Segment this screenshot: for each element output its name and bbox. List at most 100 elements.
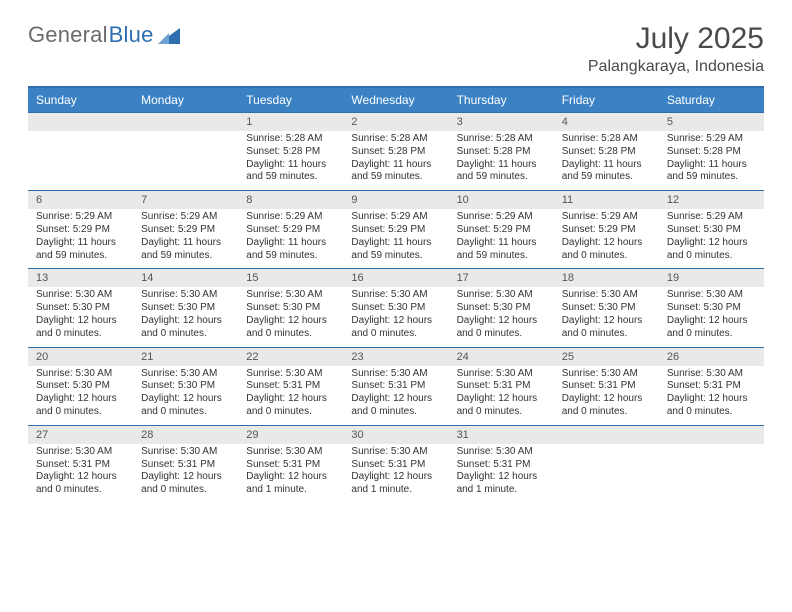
daylight-line: Daylight: 12 hours and 0 minutes. (36, 471, 125, 497)
daylight-line: Daylight: 11 hours and 59 minutes. (246, 237, 335, 263)
day-number-row: 13141516171819 (28, 269, 764, 287)
sunset-line: Sunset: 5:31 PM (351, 380, 440, 393)
logo: GeneralBlue (28, 22, 180, 48)
sunrise-line: Sunrise: 5:30 AM (246, 289, 335, 302)
day-cell (133, 131, 238, 190)
sunrise-line: Sunrise: 5:30 AM (457, 368, 546, 381)
dow-header: Sunday (28, 88, 133, 112)
sunset-line: Sunset: 5:28 PM (351, 146, 440, 159)
logo-sail-icon (158, 28, 180, 44)
daylight-line: Daylight: 12 hours and 0 minutes. (457, 393, 546, 419)
daylight-line: Daylight: 11 hours and 59 minutes. (36, 237, 125, 263)
sunrise-line: Sunrise: 5:30 AM (667, 368, 756, 381)
sunset-line: Sunset: 5:31 PM (457, 380, 546, 393)
day-cell: Sunrise: 5:30 AMSunset: 5:31 PMDaylight:… (659, 366, 764, 425)
sunset-line: Sunset: 5:31 PM (246, 459, 335, 472)
sunset-line: Sunset: 5:29 PM (36, 224, 125, 237)
day-number: 20 (28, 348, 133, 366)
sunrise-line: Sunrise: 5:29 AM (562, 211, 651, 224)
daylight-line: Daylight: 12 hours and 0 minutes. (246, 315, 335, 341)
daylight-line: Daylight: 12 hours and 0 minutes. (141, 315, 230, 341)
sunset-line: Sunset: 5:31 PM (457, 459, 546, 472)
sunrise-line: Sunrise: 5:30 AM (351, 446, 440, 459)
sunset-line: Sunset: 5:28 PM (457, 146, 546, 159)
calendar: SundayMondayTuesdayWednesdayThursdayFrid… (28, 86, 764, 503)
day-cell: Sunrise: 5:29 AMSunset: 5:29 PMDaylight:… (28, 209, 133, 268)
day-cell: Sunrise: 5:30 AMSunset: 5:31 PMDaylight:… (238, 444, 343, 503)
day-cell: Sunrise: 5:30 AMSunset: 5:30 PMDaylight:… (28, 287, 133, 346)
sunset-line: Sunset: 5:30 PM (667, 224, 756, 237)
logo-text-1: General (28, 22, 108, 48)
daylight-line: Daylight: 12 hours and 0 minutes. (562, 393, 651, 419)
dow-header-row: SundayMondayTuesdayWednesdayThursdayFrid… (28, 88, 764, 112)
sunrise-line: Sunrise: 5:30 AM (246, 446, 335, 459)
logo-text-2: Blue (109, 22, 154, 48)
sunrise-line: Sunrise: 5:30 AM (36, 289, 125, 302)
dow-header: Friday (554, 88, 659, 112)
day-cell: Sunrise: 5:30 AMSunset: 5:31 PMDaylight:… (343, 366, 448, 425)
day-cell: Sunrise: 5:29 AMSunset: 5:29 PMDaylight:… (449, 209, 554, 268)
sunrise-line: Sunrise: 5:30 AM (562, 368, 651, 381)
week-block: 6789101112Sunrise: 5:29 AMSunset: 5:29 P… (28, 190, 764, 268)
day-number-row: 2728293031 (28, 426, 764, 444)
day-number: 27 (28, 426, 133, 444)
day-number: 15 (238, 269, 343, 287)
sunrise-line: Sunrise: 5:29 AM (667, 133, 756, 146)
sunset-line: Sunset: 5:31 PM (246, 380, 335, 393)
day-number-row: 12345 (28, 113, 764, 131)
sunset-line: Sunset: 5:31 PM (562, 380, 651, 393)
daylight-line: Daylight: 12 hours and 0 minutes. (36, 315, 125, 341)
week-block: 2728293031Sunrise: 5:30 AMSunset: 5:31 P… (28, 425, 764, 503)
dow-header: Wednesday (343, 88, 448, 112)
daylight-line: Daylight: 11 hours and 59 minutes. (141, 237, 230, 263)
sunrise-line: Sunrise: 5:28 AM (457, 133, 546, 146)
sunrise-line: Sunrise: 5:30 AM (36, 368, 125, 381)
location: Palangkaraya, Indonesia (588, 58, 764, 76)
sunset-line: Sunset: 5:30 PM (562, 302, 651, 315)
day-number: 2 (343, 113, 448, 131)
sunrise-line: Sunrise: 5:29 AM (457, 211, 546, 224)
daylight-line: Daylight: 11 hours and 59 minutes. (351, 237, 440, 263)
sunset-line: Sunset: 5:31 PM (141, 459, 230, 472)
sunrise-line: Sunrise: 5:30 AM (351, 368, 440, 381)
sunset-line: Sunset: 5:31 PM (36, 459, 125, 472)
day-cell (659, 444, 764, 503)
day-cell: Sunrise: 5:30 AMSunset: 5:31 PMDaylight:… (554, 366, 659, 425)
week-block: 20212223242526Sunrise: 5:30 AMSunset: 5:… (28, 347, 764, 425)
day-number (28, 113, 133, 131)
sunset-line: Sunset: 5:30 PM (141, 380, 230, 393)
day-cell: Sunrise: 5:30 AMSunset: 5:30 PMDaylight:… (28, 366, 133, 425)
day-cell: Sunrise: 5:29 AMSunset: 5:29 PMDaylight:… (133, 209, 238, 268)
day-cell: Sunrise: 5:28 AMSunset: 5:28 PMDaylight:… (554, 131, 659, 190)
daylight-line: Daylight: 11 hours and 59 minutes. (351, 159, 440, 185)
sunrise-line: Sunrise: 5:28 AM (351, 133, 440, 146)
day-cell: Sunrise: 5:30 AMSunset: 5:31 PMDaylight:… (238, 366, 343, 425)
day-number: 24 (449, 348, 554, 366)
day-number: 8 (238, 191, 343, 209)
day-detail-row: Sunrise: 5:28 AMSunset: 5:28 PMDaylight:… (28, 131, 764, 190)
day-cell: Sunrise: 5:29 AMSunset: 5:29 PMDaylight:… (554, 209, 659, 268)
day-number-row: 6789101112 (28, 191, 764, 209)
daylight-line: Daylight: 12 hours and 0 minutes. (667, 393, 756, 419)
day-number: 25 (554, 348, 659, 366)
daylight-line: Daylight: 12 hours and 0 minutes. (667, 237, 756, 263)
title-block: July 2025 Palangkaraya, Indonesia (588, 22, 764, 76)
daylight-line: Daylight: 12 hours and 0 minutes. (141, 393, 230, 419)
sunset-line: Sunset: 5:30 PM (36, 302, 125, 315)
sunset-line: Sunset: 5:28 PM (667, 146, 756, 159)
sunrise-line: Sunrise: 5:28 AM (246, 133, 335, 146)
sunrise-line: Sunrise: 5:30 AM (351, 289, 440, 302)
day-cell: Sunrise: 5:29 AMSunset: 5:29 PMDaylight:… (238, 209, 343, 268)
day-cell: Sunrise: 5:30 AMSunset: 5:31 PMDaylight:… (133, 444, 238, 503)
day-number: 31 (449, 426, 554, 444)
dow-header: Monday (133, 88, 238, 112)
day-cell: Sunrise: 5:30 AMSunset: 5:30 PMDaylight:… (133, 287, 238, 346)
day-number: 30 (343, 426, 448, 444)
day-number: 10 (449, 191, 554, 209)
daylight-line: Daylight: 12 hours and 0 minutes. (351, 393, 440, 419)
day-number: 22 (238, 348, 343, 366)
day-number: 4 (554, 113, 659, 131)
day-cell: Sunrise: 5:30 AMSunset: 5:31 PMDaylight:… (449, 444, 554, 503)
daylight-line: Daylight: 12 hours and 0 minutes. (141, 471, 230, 497)
day-number: 11 (554, 191, 659, 209)
